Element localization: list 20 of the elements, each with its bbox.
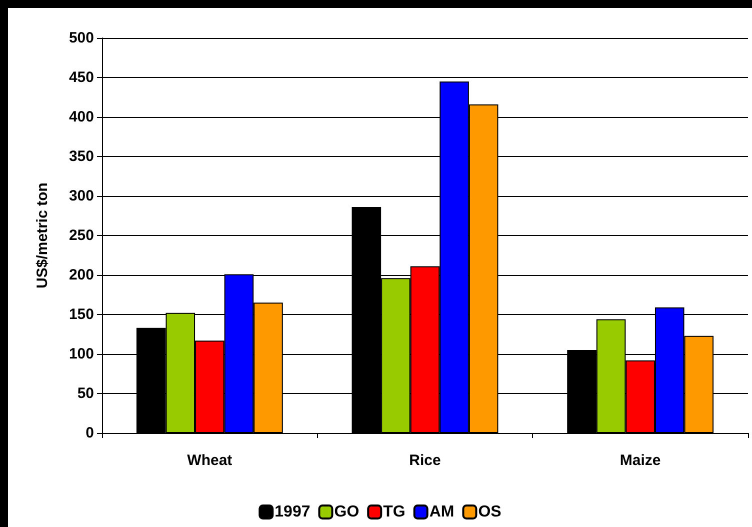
y-tick-label: 250 [68, 227, 94, 244]
y-tick-label: 300 [68, 188, 94, 204]
y-tick-label: 0 [86, 424, 94, 442]
y-tick-label: 100 [68, 346, 94, 362]
legend-label: GO [334, 504, 360, 520]
y-tick-label: 50 [77, 385, 94, 402]
y-tick-label: 350 [68, 148, 94, 165]
y-tick-label: 500 [68, 30, 94, 46]
x-tick-label: Maize [620, 452, 661, 469]
legend-label: OS [478, 504, 502, 520]
legend-label: TG [383, 504, 406, 520]
x-tick-label: Rice [409, 452, 441, 469]
y-tick-label: 150 [68, 306, 94, 323]
y-tick-label: 200 [68, 266, 94, 284]
x-tick-label: Wheat [187, 452, 232, 469]
legend-label: 1997 [274, 504, 310, 520]
y-axis-title: US$/metric ton [34, 182, 51, 288]
y-tick-label: 450 [68, 69, 94, 86]
legend-label: AM [429, 504, 454, 520]
y-tick-label: 400 [68, 108, 94, 126]
